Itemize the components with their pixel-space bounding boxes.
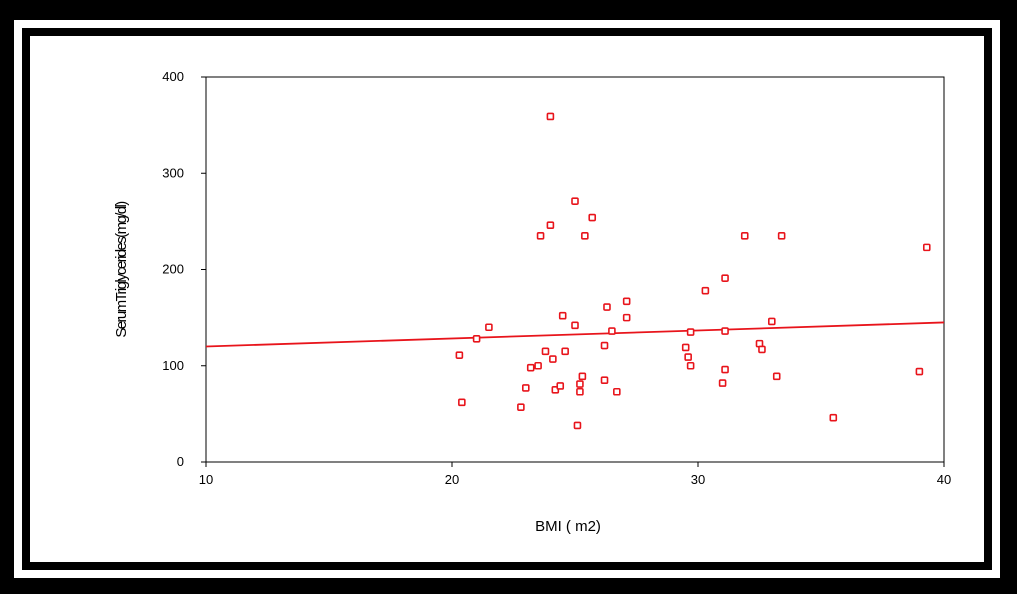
data-point (578, 372, 587, 381)
data-point (561, 347, 569, 356)
data-point (571, 321, 579, 330)
y-tick-label: 200 (162, 262, 184, 277)
data-point (546, 221, 555, 230)
data-point (558, 311, 567, 320)
data-point (721, 274, 729, 282)
data-point (573, 421, 582, 430)
data-point (536, 232, 545, 240)
data-point (721, 327, 729, 335)
data-points (455, 112, 931, 430)
data-point (455, 351, 464, 359)
data-point (485, 323, 493, 332)
data-point (772, 372, 781, 381)
data-point (684, 353, 692, 361)
data-point (521, 384, 530, 392)
y-tick-label: 400 (162, 69, 184, 84)
data-point (613, 387, 621, 396)
x-tick-label: 20 (445, 472, 459, 487)
data-point (622, 297, 631, 306)
data-point (701, 286, 710, 295)
y-tick-label: 0 (177, 454, 184, 469)
data-point (472, 334, 481, 343)
x-axis-title: BMI ( m2) (535, 518, 601, 535)
x-tick-label: 10 (199, 472, 213, 487)
data-point (549, 355, 557, 363)
data-point (576, 387, 584, 396)
data-point (777, 232, 786, 240)
data-point (915, 367, 924, 376)
data-point (576, 380, 584, 388)
data-point (581, 232, 589, 240)
data-point (603, 303, 611, 311)
data-point (758, 345, 766, 354)
data-point (458, 398, 466, 407)
data-point (740, 232, 749, 240)
plot-area (205, 76, 945, 463)
data-point (718, 379, 727, 387)
data-point (681, 343, 690, 352)
trendline (205, 321, 945, 348)
x-tick-label: 40 (937, 472, 951, 487)
y-tick-label: 300 (162, 165, 184, 180)
trendline-group (205, 321, 945, 348)
data-point (517, 403, 525, 411)
y-axis: 0 100 200 300 400 (162, 69, 206, 469)
data-point (534, 361, 542, 370)
chart-background (30, 36, 984, 562)
data-point (556, 382, 565, 390)
y-tick-label: 100 (162, 358, 184, 373)
data-point (922, 243, 931, 252)
data-point (767, 317, 776, 326)
x-tick-label: 30 (691, 472, 705, 487)
data-point (546, 112, 555, 121)
data-point (686, 361, 695, 370)
data-point (526, 363, 535, 372)
data-point (608, 327, 616, 335)
data-point (600, 341, 609, 350)
data-point (622, 313, 631, 322)
x-axis: 10 20 30 40 (199, 462, 951, 487)
y-axis-title: SerumTriglycerides(mg/dl) (113, 201, 130, 338)
data-point (600, 376, 609, 384)
plot-border (205, 76, 945, 463)
data-point (571, 197, 579, 205)
data-point (829, 413, 838, 422)
data-point (686, 328, 695, 336)
data-point (541, 347, 550, 356)
data-point (721, 365, 729, 374)
data-point (588, 213, 597, 222)
